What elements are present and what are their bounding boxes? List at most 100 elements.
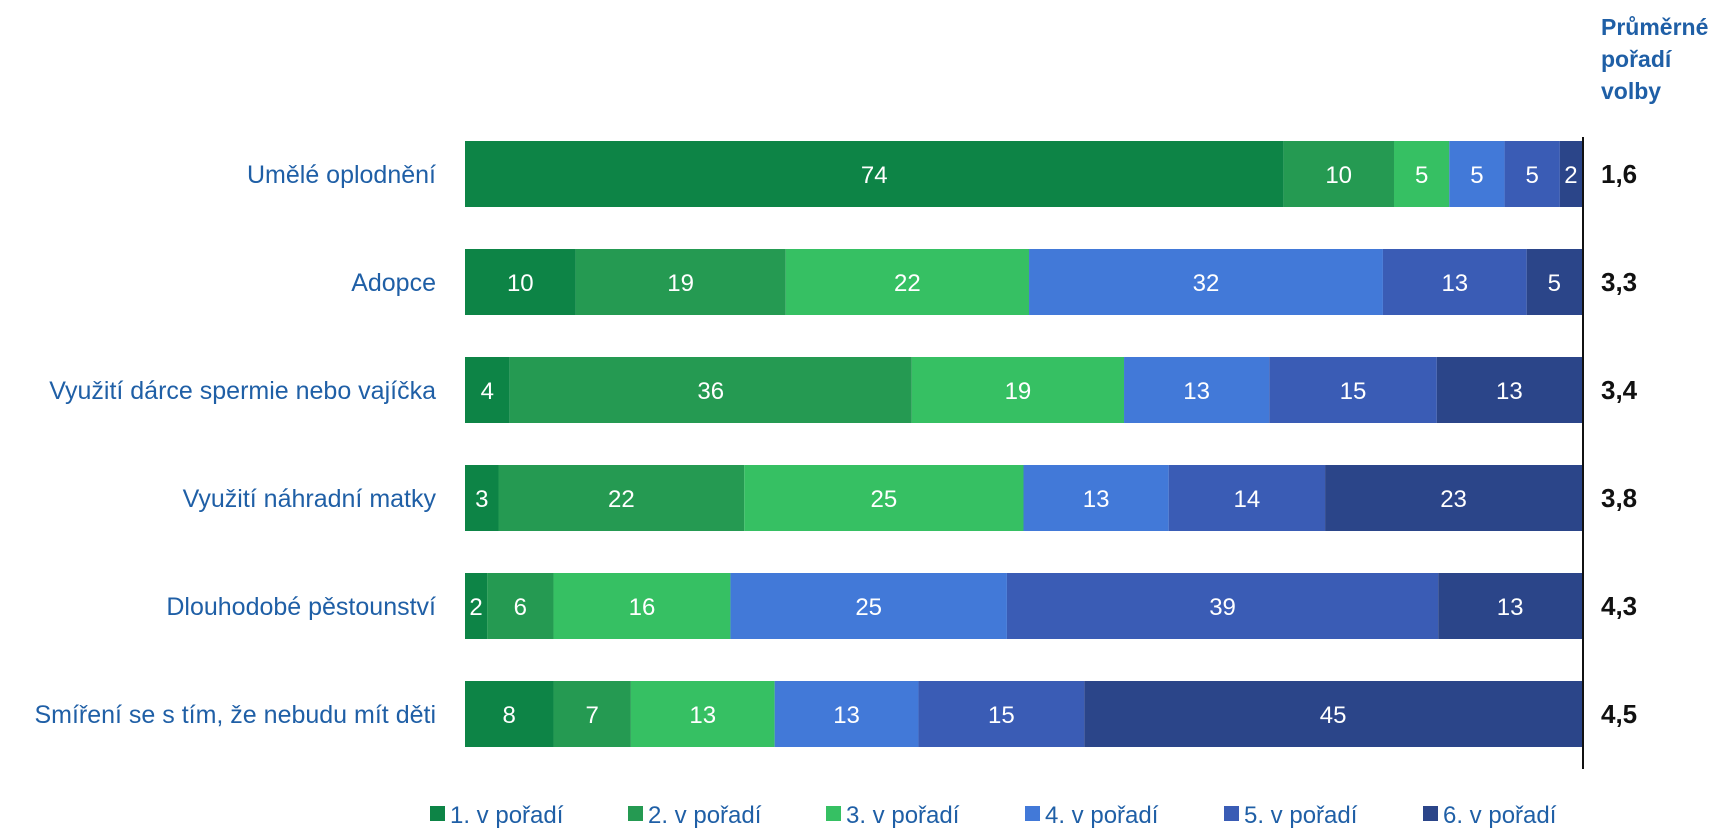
bar-segment bbox=[1325, 465, 1582, 531]
data-label: 7 bbox=[586, 702, 599, 729]
average-value: 1,6 bbox=[1601, 159, 1637, 189]
bar-segment bbox=[1393, 141, 1450, 207]
bar-segment bbox=[1124, 357, 1270, 423]
data-label: 45 bbox=[1320, 702, 1347, 729]
bar-segment bbox=[1504, 141, 1560, 207]
bar-segment bbox=[785, 249, 1030, 315]
bar-segment bbox=[1438, 573, 1582, 639]
bar-segment bbox=[509, 357, 912, 423]
data-label: 4 bbox=[481, 378, 494, 405]
data-label: 19 bbox=[1005, 378, 1032, 405]
category-label: Využití dárce spermie nebo vajíčka bbox=[49, 377, 436, 405]
bar-segment bbox=[465, 249, 576, 315]
data-label: 15 bbox=[1340, 378, 1367, 405]
legend-label: 5. v pořadí bbox=[1244, 802, 1358, 828]
data-label: 16 bbox=[629, 594, 656, 621]
average-title-line: Průměrné bbox=[1601, 14, 1708, 40]
bar-segment bbox=[465, 573, 488, 639]
bar-segment bbox=[1382, 249, 1527, 315]
bar-segment bbox=[1283, 141, 1394, 207]
average-value: 3,3 bbox=[1601, 267, 1637, 297]
data-label: 8 bbox=[503, 702, 516, 729]
bar-segment bbox=[744, 465, 1024, 531]
legend: 1. v pořadí 2. v pořadí 3. v pořadí 4. v po… bbox=[430, 802, 1557, 828]
data-label: 3 bbox=[475, 486, 488, 513]
bar-segment bbox=[1269, 357, 1437, 423]
average-title-line: volby bbox=[1601, 78, 1661, 104]
bars: 74 10 5 5 5 210 19 22 32 13 54 36 19 13 15 133 22 25 13 14 2… bbox=[465, 141, 1582, 747]
data-label: 13 bbox=[1083, 486, 1110, 513]
data-label: 13 bbox=[1441, 270, 1468, 297]
bar-segment bbox=[911, 357, 1125, 423]
legend-label: 2. v pořadí bbox=[648, 802, 762, 828]
data-label: 5 bbox=[1470, 162, 1483, 189]
data-label: 10 bbox=[507, 270, 534, 297]
data-label: 25 bbox=[855, 594, 882, 621]
data-label: 22 bbox=[608, 486, 635, 513]
bar-segment bbox=[498, 465, 745, 531]
legend-label: 1. v pořadí bbox=[450, 802, 564, 828]
category-label: Využití náhradní matky bbox=[183, 485, 437, 513]
bar-segment bbox=[465, 141, 1284, 207]
bar-segment bbox=[1526, 249, 1582, 315]
bar-segment bbox=[553, 573, 731, 639]
bar-segment bbox=[1023, 465, 1169, 531]
legend-label: 4. v pořadí bbox=[1045, 802, 1159, 828]
data-label: 36 bbox=[697, 378, 724, 405]
data-label: 10 bbox=[1325, 162, 1352, 189]
bar-segment bbox=[1449, 141, 1505, 207]
legend-swatch bbox=[628, 806, 643, 821]
data-label: 25 bbox=[871, 486, 898, 513]
average-value: 4,3 bbox=[1601, 591, 1637, 621]
data-label: 5 bbox=[1415, 162, 1428, 189]
bar-segment bbox=[730, 573, 1007, 639]
data-label: 22 bbox=[894, 270, 921, 297]
average-value: 3,8 bbox=[1601, 483, 1637, 513]
legend-label: 3. v pořadí bbox=[846, 802, 960, 828]
category-label: Dlouhodobé pěstounství bbox=[166, 593, 436, 621]
category-label: Smíření se s tím, že nebudu mít děti bbox=[34, 701, 436, 729]
data-label: 14 bbox=[1234, 486, 1261, 513]
data-label: 13 bbox=[833, 702, 860, 729]
average-rank-values: 1,6 3,3 3,4 3,8 4,3 4,5 bbox=[1601, 159, 1638, 729]
bar-segment bbox=[1436, 357, 1582, 423]
data-label: 74 bbox=[861, 162, 888, 189]
data-label: 2 bbox=[469, 594, 482, 621]
legend-label: 6. v pořadí bbox=[1443, 802, 1557, 828]
bar-segment bbox=[575, 249, 786, 315]
bar-segment bbox=[1559, 141, 1582, 207]
average-rank-title: Průměrné pořadí volby bbox=[1601, 14, 1708, 104]
legend-swatch bbox=[430, 806, 445, 821]
bar-segment bbox=[553, 681, 631, 747]
data-label: 5 bbox=[1526, 162, 1539, 189]
category-label: Umělé oplodnění bbox=[247, 161, 436, 189]
bar-segment bbox=[487, 573, 554, 639]
data-label: 15 bbox=[988, 702, 1015, 729]
data-label: 5 bbox=[1548, 270, 1561, 297]
legend-swatch bbox=[1423, 806, 1438, 821]
bar-segment bbox=[465, 681, 554, 747]
data-label: 19 bbox=[667, 270, 694, 297]
legend-swatch bbox=[826, 806, 841, 821]
category-label: Adopce bbox=[351, 269, 436, 297]
data-label: 32 bbox=[1193, 270, 1220, 297]
data-label: 39 bbox=[1209, 594, 1236, 621]
data-label: 13 bbox=[1497, 594, 1524, 621]
data-label: 13 bbox=[689, 702, 716, 729]
bar-segment bbox=[465, 357, 510, 423]
bar-segment bbox=[1168, 465, 1326, 531]
bar-segment bbox=[1006, 573, 1439, 639]
data-label: 6 bbox=[514, 594, 527, 621]
bar-segment bbox=[1084, 681, 1582, 747]
data-label: 13 bbox=[1183, 378, 1210, 405]
data-label: 13 bbox=[1496, 378, 1523, 405]
legend-swatch bbox=[1025, 806, 1040, 821]
bar-segment bbox=[465, 465, 499, 531]
bar-segment bbox=[918, 681, 1085, 747]
average-value: 4,5 bbox=[1601, 699, 1637, 729]
data-label: 23 bbox=[1440, 486, 1467, 513]
legend-swatch bbox=[1224, 806, 1239, 821]
data-label: 2 bbox=[1564, 162, 1577, 189]
bar-segment bbox=[774, 681, 919, 747]
average-title-line: pořadí bbox=[1601, 46, 1673, 72]
